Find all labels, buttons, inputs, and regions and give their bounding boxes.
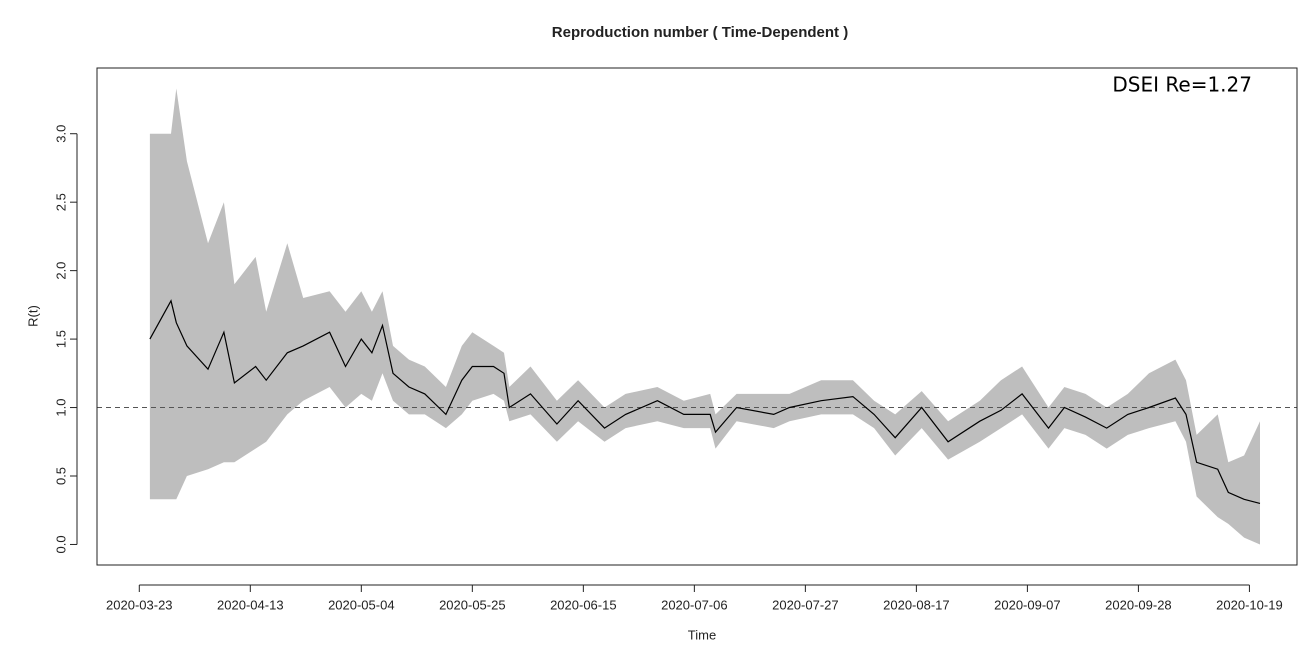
y-tick-label: 1.5 (53, 330, 68, 348)
x-tick-label: 2020-07-06 (661, 597, 728, 612)
x-tick-label: 2020-10-19 (1216, 597, 1283, 612)
x-tick-label: 2020-04-13 (217, 597, 284, 612)
x-tick-label: 2020-09-07 (994, 597, 1061, 612)
x-tick-label: 2020-03-23 (106, 597, 173, 612)
y-axis-title: R(t) (25, 305, 40, 327)
x-tick-label: 2020-08-17 (883, 597, 950, 612)
y-tick-label: 2.0 (53, 262, 68, 280)
y-tick-label: 1.0 (53, 399, 68, 417)
x-axis-title: Time (688, 627, 716, 642)
confidence-band (149, 88, 1260, 545)
data-line (149, 299, 1261, 504)
annotation: DSEI Re=1.27 (1112, 73, 1252, 97)
x-tick-label: 2020-09-28 (1105, 597, 1172, 612)
x-tick-label: 2020-05-04 (328, 597, 395, 612)
y-tick-label: 2.5 (53, 193, 68, 211)
x-tick-label: 2020-05-25 (439, 597, 506, 612)
plot-frame (96, 67, 1298, 566)
y-tick-label: 3.0 (53, 125, 68, 143)
y-tick-label: 0.0 (53, 535, 68, 553)
x-tick-label: 2020-06-15 (550, 597, 617, 612)
x-tick-label: 2020-07-27 (772, 597, 839, 612)
chart-title: Reproduction number ( Time-Dependent ) (552, 24, 848, 41)
y-tick-label: 0.5 (53, 467, 68, 485)
